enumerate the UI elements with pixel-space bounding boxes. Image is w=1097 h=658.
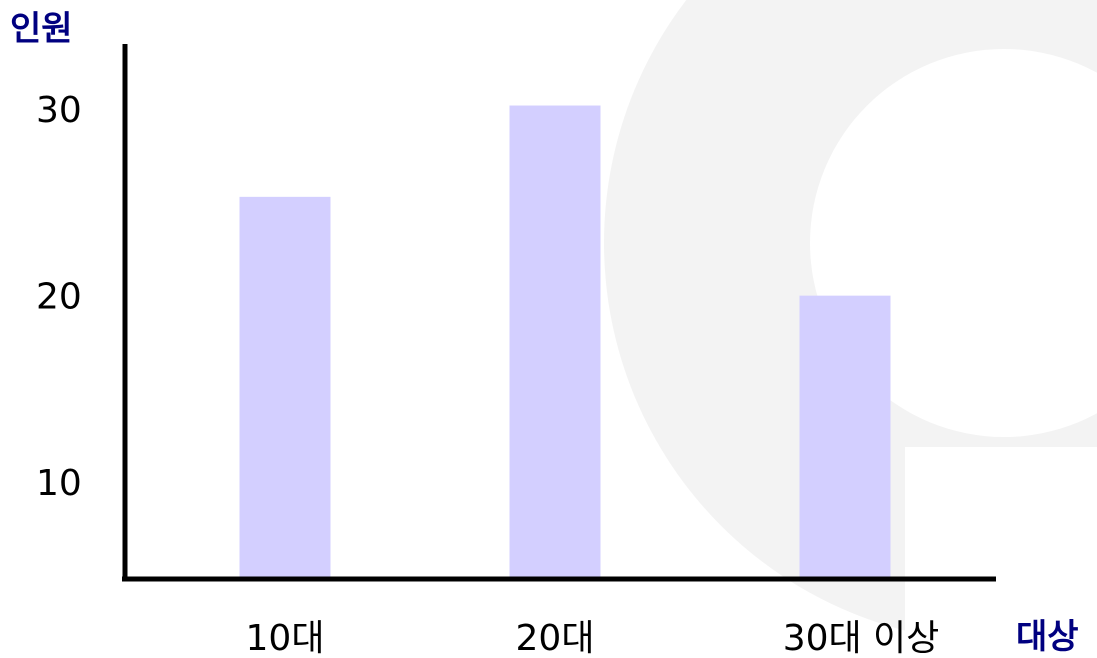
y-tick-label: 20 [36,277,82,318]
x-axis-title: 대상 [1016,617,1079,657]
background-ring-cut [905,447,1097,658]
y-axis-title: 인원 [10,9,73,49]
x-tick-label: 10대 [246,618,325,658]
y-tick-label: 10 [36,463,82,504]
bar-1 [239,196,331,579]
x-tick-label: 30대 이상 [783,618,940,658]
bar-3 [799,295,891,579]
x-tick-labels: 10대 20대 30대 이상 [246,618,940,658]
y-tick-labels: 10 20 30 [36,90,82,504]
x-tick-label: 20대 [516,618,595,658]
bar-2 [509,105,601,579]
bars-layer [239,105,891,579]
y-tick-label: 30 [36,90,82,131]
